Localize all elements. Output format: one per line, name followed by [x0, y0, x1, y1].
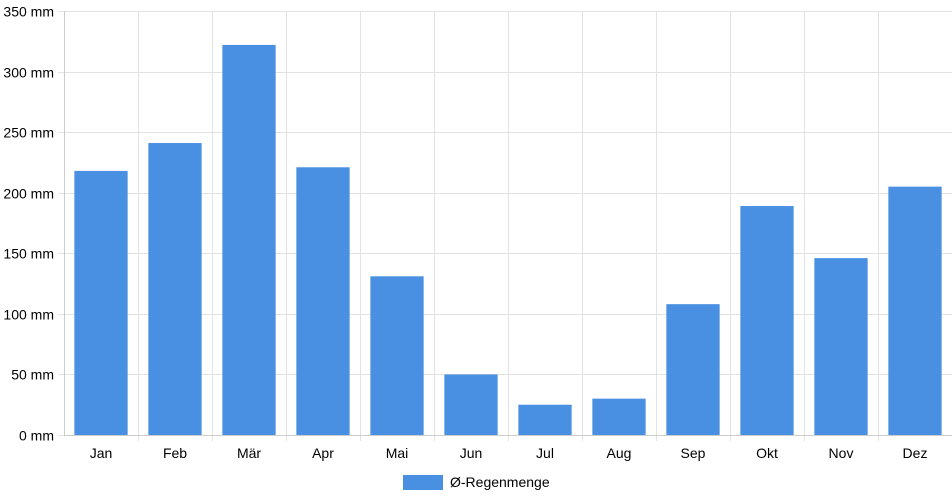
bar-dez[interactable]: [888, 186, 942, 435]
bar-jul[interactable]: [518, 404, 572, 435]
bar-nov[interactable]: [814, 258, 868, 435]
chart-grid: [58, 11, 952, 441]
bar-jan[interactable]: [74, 170, 128, 435]
bar-jun[interactable]: [444, 374, 498, 435]
bar-apr[interactable]: [296, 167, 350, 435]
legend-label[interactable]: Ø-Regenmenge: [450, 474, 550, 490]
x-tick-label: Jun: [460, 445, 483, 461]
bar-mär[interactable]: [222, 44, 276, 436]
x-tick-label: Jul: [536, 445, 554, 461]
y-tick-label: 200 mm: [3, 186, 54, 202]
y-tick-label: 100 mm: [3, 307, 54, 323]
x-tick-label: Dez: [903, 445, 928, 461]
chart-axes: [64, 11, 952, 436]
x-tick-label: Mai: [386, 445, 409, 461]
x-tick-label: Apr: [312, 445, 334, 461]
y-tick-label: 250 mm: [3, 125, 54, 141]
chart-bars: [74, 44, 942, 436]
x-tick-label: Sep: [681, 445, 706, 461]
x-tick-label: Mär: [237, 445, 261, 461]
x-tick-label: Feb: [163, 445, 187, 461]
y-tick-label: 150 mm: [3, 246, 54, 262]
bar-aug[interactable]: [592, 398, 646, 435]
y-tick-label: 300 mm: [3, 65, 54, 81]
x-tick-label: Aug: [607, 445, 632, 461]
legend-swatch[interactable]: [403, 475, 443, 490]
bar-sep[interactable]: [666, 304, 720, 435]
bar-feb[interactable]: [148, 143, 202, 435]
y-tick-label: 0 mm: [19, 428, 54, 444]
bar-okt[interactable]: [740, 206, 794, 435]
y-axis-tick-labels: 0 mm 50 mm 100 mm 150 mm 200 mm 250 mm 300 mm 3…: [3, 4, 54, 444]
chart-legend[interactable]: Ø-Regenmenge: [403, 474, 550, 490]
y-tick-label: 350 mm: [3, 4, 54, 20]
bar-mai[interactable]: [370, 276, 424, 435]
x-tick-label: Nov: [829, 445, 854, 461]
y-tick-label: 50 mm: [11, 367, 54, 383]
x-tick-label: Okt: [756, 445, 778, 461]
x-tick-label: Jan: [90, 445, 113, 461]
x-axis-tick-labels: Jan Feb Mär Apr Mai Jun Jul Aug Sep Okt Nov Dez: [90, 445, 928, 461]
